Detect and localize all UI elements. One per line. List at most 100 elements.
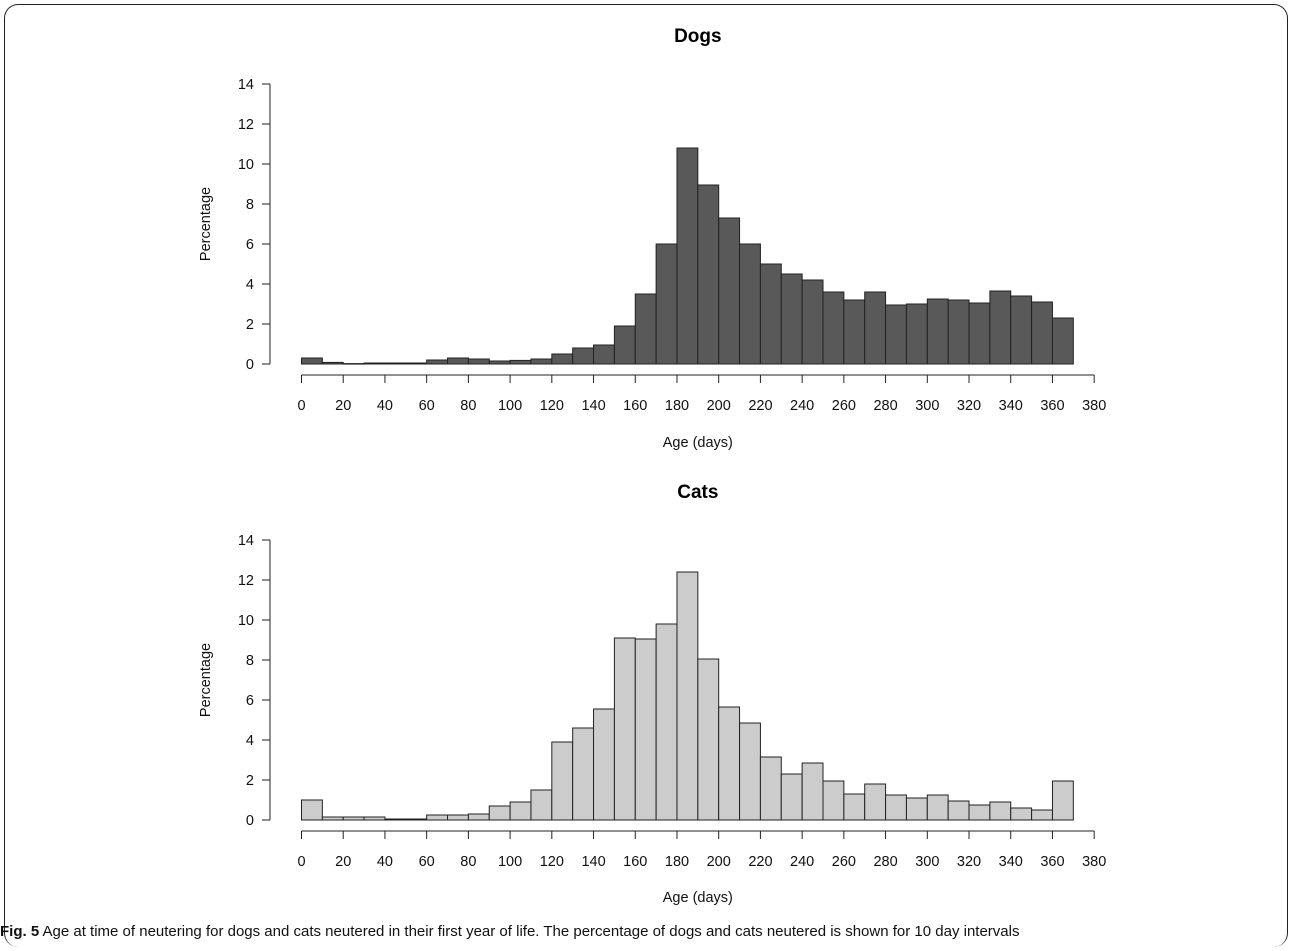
histogram-bar xyxy=(676,571,699,821)
x-tick-label: 380 xyxy=(1082,854,1106,870)
x-tick-label: 100 xyxy=(498,854,522,870)
histogram-bar xyxy=(613,637,636,821)
x-tick-label: 180 xyxy=(665,398,689,414)
x-tick-label: 220 xyxy=(748,398,772,414)
x-tick-label: 60 xyxy=(419,398,435,414)
histogram-bar xyxy=(613,325,636,365)
histogram-bar xyxy=(759,263,782,365)
x-tick-label: 280 xyxy=(873,854,897,870)
x-tick-label: 300 xyxy=(915,854,939,870)
y-tick-label: 4 xyxy=(246,733,254,749)
histogram-bar xyxy=(1051,780,1074,821)
x-tick-label: 80 xyxy=(460,398,476,414)
histogram-bar xyxy=(384,362,407,365)
histogram-bar xyxy=(655,243,678,365)
y-tick-label: 2 xyxy=(246,317,254,333)
y-axis-label: Percentage xyxy=(198,643,214,717)
histogram-bar xyxy=(1010,295,1033,365)
x-axis-label: Age (days) xyxy=(663,435,733,451)
histogram-bar xyxy=(426,359,449,365)
y-tick-label: 8 xyxy=(246,197,254,213)
figure-caption: Fig. 5 Age at time of neutering for dogs… xyxy=(0,923,1292,940)
histogram-bar xyxy=(885,794,907,821)
histogram-bar xyxy=(551,353,574,365)
x-tick-label: 200 xyxy=(707,398,731,414)
y-tick-label: 6 xyxy=(246,693,254,709)
histogram-bar xyxy=(822,291,845,365)
histogram-bar xyxy=(759,756,782,821)
histogram-bar xyxy=(301,799,323,821)
histogram-bar xyxy=(989,290,1012,365)
histogram-bar xyxy=(676,147,699,365)
histogram-bar xyxy=(634,638,657,821)
histogram-bar xyxy=(718,706,741,821)
histogram-bar xyxy=(968,804,991,821)
histogram-bar xyxy=(447,814,469,821)
x-tick-label: 240 xyxy=(790,398,814,414)
x-tick-label: 80 xyxy=(460,854,476,870)
histogram-bar xyxy=(801,762,824,821)
histogram-bar xyxy=(447,357,469,365)
x-tick-label: 200 xyxy=(707,854,731,870)
histogram-bar xyxy=(926,298,949,365)
x-tick-label: 340 xyxy=(999,398,1023,414)
x-tick-label: 120 xyxy=(540,854,564,870)
histogram-bar xyxy=(342,363,365,365)
histogram-bar xyxy=(739,243,761,365)
x-tick-label: 140 xyxy=(581,854,605,870)
y-tick-label: 6 xyxy=(246,237,254,253)
histogram-bar xyxy=(864,291,887,365)
x-tick-label: 360 xyxy=(1040,854,1064,870)
y-tick-label: 12 xyxy=(238,117,254,133)
histogram-bar xyxy=(551,741,574,821)
y-tick-label: 0 xyxy=(246,357,254,373)
histogram-bar xyxy=(780,273,803,365)
x-tick-label: 160 xyxy=(623,398,647,414)
x-tick-label: 120 xyxy=(540,398,564,414)
x-tick-label: 40 xyxy=(377,854,393,870)
histogram-bar xyxy=(467,358,490,365)
x-tick-label: 280 xyxy=(873,398,897,414)
histogram-bar xyxy=(905,303,928,365)
y-tick-label: 0 xyxy=(246,813,254,829)
histogram-bar xyxy=(593,344,615,365)
histogram-bar xyxy=(843,793,866,821)
chart-title: Cats xyxy=(677,482,718,503)
histogram-bar xyxy=(1031,301,1053,365)
histogram-bar xyxy=(989,801,1012,821)
x-tick-label: 240 xyxy=(790,854,814,870)
histogram-bar xyxy=(697,184,720,365)
x-tick-label: 60 xyxy=(419,854,435,870)
histogram-bar xyxy=(363,816,386,821)
histogram-bar xyxy=(530,358,553,365)
x-tick-label: 20 xyxy=(335,854,351,870)
histogram-bar xyxy=(655,623,678,821)
histogram-bar xyxy=(572,347,595,365)
x-tick-label: 300 xyxy=(915,398,939,414)
histogram-bar xyxy=(488,805,511,821)
histogram-bar xyxy=(342,816,365,821)
x-tick-label: 260 xyxy=(832,398,856,414)
x-axis-label: Age (days) xyxy=(663,890,733,906)
histogram-bar xyxy=(426,814,449,821)
histogram-bar xyxy=(363,362,386,365)
histogram-bar xyxy=(488,360,511,365)
histogram-bar xyxy=(467,813,490,821)
histogram-bar xyxy=(634,293,657,365)
y-tick-label: 14 xyxy=(238,533,254,549)
histogram-bar xyxy=(739,722,761,821)
x-tick-label: 260 xyxy=(832,854,856,870)
histogram-bar xyxy=(1051,317,1074,365)
x-tick-label: 340 xyxy=(999,854,1023,870)
histogram-bar xyxy=(509,359,532,365)
y-tick-label: 12 xyxy=(238,573,254,589)
histogram-bar xyxy=(384,818,407,821)
histogram-bar xyxy=(947,800,970,821)
histogram-bar xyxy=(968,302,991,365)
histogram-bar xyxy=(822,780,845,821)
histogram-bar xyxy=(530,789,553,821)
x-tick-label: 160 xyxy=(623,854,647,870)
histogram-bar xyxy=(572,727,595,821)
y-tick-label: 2 xyxy=(246,773,254,789)
histogram-bar xyxy=(321,361,344,365)
